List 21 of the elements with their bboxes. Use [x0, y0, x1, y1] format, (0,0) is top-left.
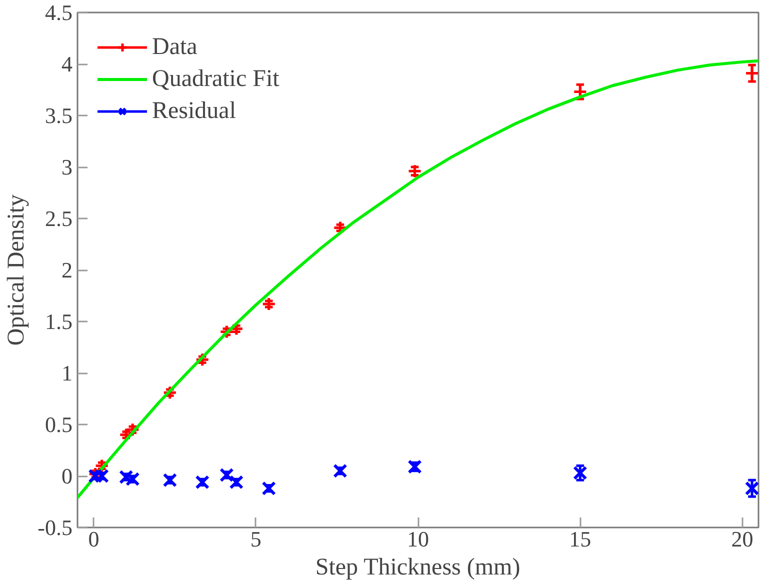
- y-tick-label: 0: [62, 464, 72, 488]
- y-tick-label: 3: [62, 154, 72, 180]
- y-tick-label: 4.5: [45, 0, 72, 25]
- y-tick-label: 0.5: [45, 412, 72, 437]
- y-tick-label: 2.5: [45, 206, 72, 231]
- x-tick-label: 0: [88, 526, 100, 552]
- x-tick-label: 10: [407, 526, 429, 552]
- x-axis-title: Step Thickness (mm): [315, 554, 520, 580]
- y-tick-label: -0.5: [38, 515, 72, 540]
- y-tick-label: 1.5: [45, 309, 72, 334]
- x-tick-label: 15: [569, 526, 592, 552]
- legend-label: Residual: [152, 96, 236, 126]
- y-tick-label: 2: [62, 258, 72, 282]
- x-tick-label: 20: [731, 526, 754, 552]
- legend-label: Quadratic Fit: [152, 64, 280, 94]
- x-tick-label: 5: [250, 526, 262, 552]
- y-tick-label: 1: [62, 360, 72, 386]
- y-tick-label: 3.5: [45, 103, 72, 128]
- y-tick-label: 4: [62, 52, 72, 76]
- legend-label: Data: [152, 32, 198, 62]
- y-axis-title: Optical Density: [4, 194, 30, 346]
